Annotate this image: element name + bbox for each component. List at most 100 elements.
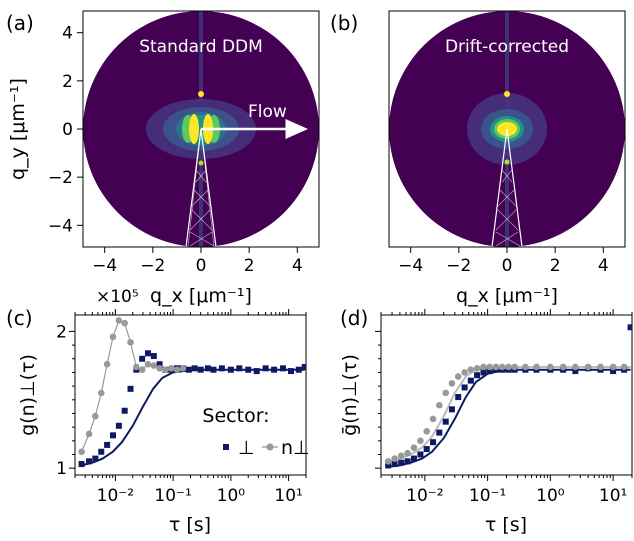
panel-d-point-nperp — [429, 415, 437, 423]
panel-d-point-nperp — [505, 363, 512, 371]
panel-c-ytick-label: 1 — [56, 459, 67, 479]
panel-d-xtick-label: 10⁰ — [536, 486, 565, 506]
flow-label: Flow — [248, 102, 287, 122]
panel-d-point-nperp — [511, 363, 518, 371]
panel-c-point-perp — [245, 366, 252, 373]
panel-d-point-nperp — [480, 363, 487, 371]
panel-b-heatmap — [389, 11, 625, 247]
panel-c-point-nperp — [144, 360, 152, 368]
panel-d-point-nperp — [572, 363, 579, 371]
panel-d-point-nperp — [417, 437, 424, 445]
panel-c-ylabel: g(n)⊥(τ) — [17, 354, 39, 436]
panel-d-point-perp — [461, 384, 468, 391]
panel-d-point-nperp — [391, 455, 398, 462]
panel-d-yticks — [375, 330, 381, 469]
panel-a-ytick-label: 2 — [62, 72, 73, 92]
panel-c-xticks: 10⁻² 10⁻¹ 10⁰ 10¹ — [74, 309, 307, 506]
panel-b-peak-bottom — [504, 159, 510, 165]
panel-c-letter: (c) — [6, 306, 33, 330]
panel-c-point-perp — [98, 448, 105, 455]
panel-d-point-nperp — [498, 363, 506, 371]
panel-d-point-perp — [398, 459, 405, 466]
panel-c-fit-line-0 — [81, 368, 305, 467]
panel-c-point-nperp — [179, 365, 187, 372]
panel-c-plot — [78, 317, 306, 468]
panel-c-point-perp — [204, 365, 211, 372]
panel-c-point-nperp — [150, 362, 158, 369]
panel-a-xtick-label: −2 — [140, 256, 165, 276]
panel-a-hatch — [187, 128, 215, 247]
panel-a-ytick-label: 4 — [62, 24, 73, 44]
panel-c-xtick-label: 10⁻¹ — [154, 486, 191, 506]
panel-c-point-perp — [92, 455, 99, 462]
panel-d-point-perp — [474, 372, 481, 379]
panel-c-point-perp — [86, 458, 93, 465]
panel-c-point-perp — [121, 407, 128, 414]
panel-a-xlabel: q_x [μm⁻¹] — [150, 285, 252, 307]
panel-a-ytick-label: −2 — [48, 168, 73, 188]
panel-a: (a) Flow Standard DDM −4 −2 0 2 4 −4 −2 0 2 4 q_… — [6, 10, 320, 307]
panel-d-point-perp — [448, 406, 455, 413]
panel-d-point-perp — [423, 446, 430, 453]
panel-c-xtick-label: 10⁻² — [97, 486, 134, 506]
panel-c-point-perp — [139, 355, 146, 362]
panel-c-point-nperp — [138, 366, 146, 374]
panel-d-point-nperp — [584, 363, 592, 371]
panel-a-peak-left — [189, 114, 199, 144]
panel-c-point-perp — [185, 366, 192, 373]
panel-c-legend: Sector: ⊥ n⊥ — [202, 405, 309, 459]
panel-b: (b) Drift-corrected −4 −2 0 2 4 q_x [μm⁻¹] — [330, 10, 626, 307]
panel-c-point-perp — [288, 368, 295, 375]
panel-d-point-nperp — [486, 363, 494, 371]
panel-a-yticks: −4 −2 0 2 4 — [48, 24, 83, 236]
panel-d-xtick-label: 10⁻² — [406, 486, 443, 506]
panel-d-xtick-label: 10⁻¹ — [469, 486, 506, 506]
panel-d-point-perp — [385, 462, 392, 469]
panel-d-point-perp — [627, 324, 632, 331]
panel-a-peak-bottom — [198, 160, 204, 166]
panel-c-ytick-label: 2 — [56, 322, 67, 342]
panel-a-ytick-label: −4 — [48, 216, 73, 236]
panel-c-point-perp — [227, 366, 234, 373]
panel-d-point-perp — [480, 369, 487, 376]
panel-b-xtick-label: −2 — [446, 256, 471, 276]
panel-c-xtick-label: 10⁰ — [217, 486, 246, 506]
panel-b-xtick-label: 0 — [502, 256, 513, 276]
panel-c-point-perp — [104, 441, 111, 448]
panel-a-xtick-label: 0 — [196, 256, 207, 276]
panel-d-point-nperp — [454, 373, 462, 380]
panel-d-ylabel: ḡ(n)⊥(τ) — [339, 354, 361, 436]
legend-title: Sector: — [202, 405, 269, 427]
panel-a-ylabel: q_y [μm⁻¹] — [7, 78, 29, 180]
panel-c-point-nperp — [156, 365, 163, 372]
panel-a-title: Standard DDM — [139, 37, 263, 57]
panel-c-point-perp — [144, 350, 151, 357]
panel-d-point-perp — [410, 455, 417, 462]
panel-c-point-nperp — [121, 319, 128, 327]
panel-d-point-perp — [430, 439, 437, 446]
panel-b-xticks: −4 −2 0 2 4 — [398, 247, 609, 276]
panel-c-point-perp — [236, 365, 243, 372]
panel-b-sector-line-left — [491, 128, 508, 247]
panel-a-sector-line-left — [185, 128, 202, 247]
panel-c-yticks: 12 — [56, 322, 75, 479]
legend-marker-nperp — [266, 443, 274, 451]
panel-c-point-nperp — [85, 430, 93, 438]
panel-d-point-perp — [436, 429, 443, 436]
panel-c-point-perp — [218, 365, 225, 372]
legend-marker-perp — [223, 444, 229, 450]
panel-d-point-nperp — [522, 363, 529, 371]
panel-c-point-nperp — [133, 363, 140, 371]
panel-d-letter: (d) — [340, 306, 368, 330]
panel-c-point-perp — [78, 461, 85, 468]
panel-c-point-perp — [295, 366, 302, 373]
panel-b-letter: (b) — [330, 11, 358, 35]
panel-c-point-nperp — [97, 389, 105, 397]
panel-d-point-nperp — [423, 427, 431, 435]
panel-c-point-nperp — [92, 412, 99, 420]
panel-c-point-nperp — [78, 448, 85, 456]
panel-d-point-perp — [572, 368, 579, 375]
panel-c-point-perp — [280, 365, 287, 372]
panel-a-sector-line-right — [200, 128, 217, 247]
panel-d-point-nperp — [448, 380, 456, 387]
